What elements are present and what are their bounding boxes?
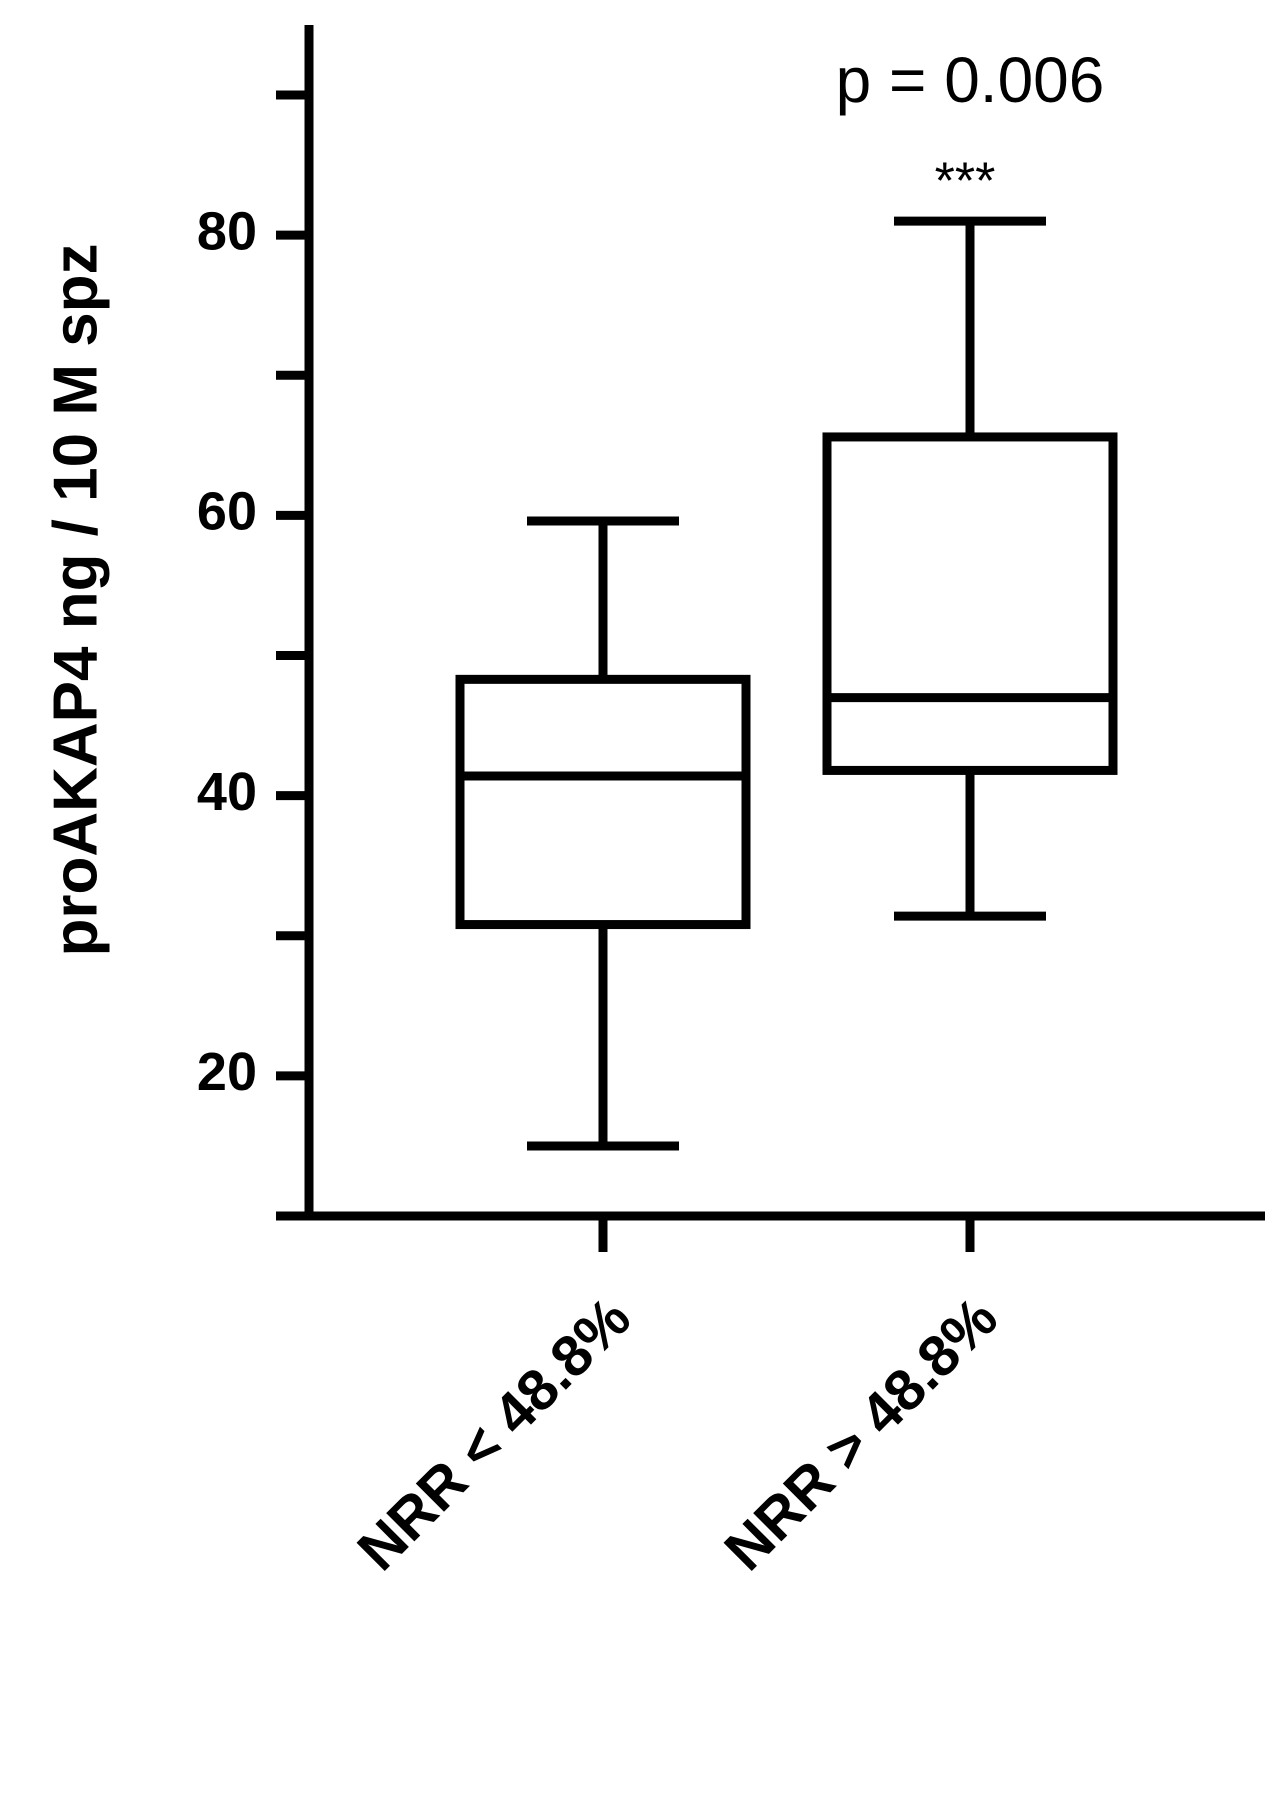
box (822, 432, 1118, 775)
p-value: p = 0.006 (836, 44, 1105, 116)
x-tick-label: NRR < 48.8% (345, 1285, 643, 1583)
y-tick-label: 20 (197, 1042, 257, 1102)
x-tick-label: NRR > 48.8% (712, 1285, 1010, 1583)
y-tick-label: 40 (197, 762, 257, 822)
y-tick-label: 60 (197, 482, 257, 542)
y-axis-label: proAKAP4 ng / 10 M spz (41, 243, 110, 956)
box (455, 674, 751, 930)
significance: *** (935, 153, 996, 211)
y-tick-label: 80 (197, 201, 257, 261)
